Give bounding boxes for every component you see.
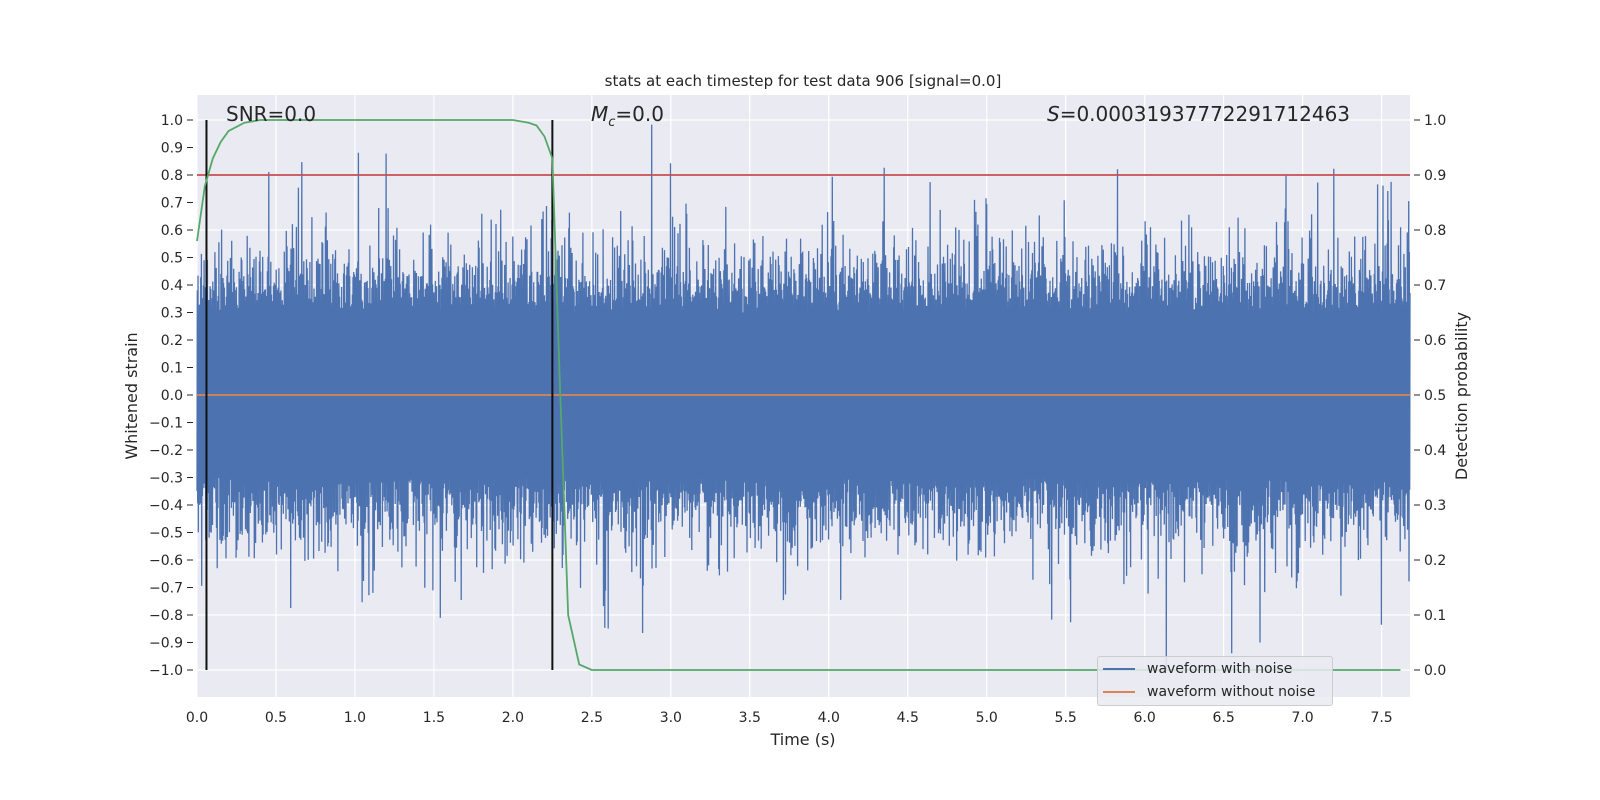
legend-label-noise: waveform with noise	[1147, 661, 1293, 677]
ticks: 0.0 0.5 1.0 1.5 2.0 2.5 3.0 3.5 4.0 4.5 5.0 5.5 6.0 6…	[149, 113, 1446, 726]
mc-annotation: Mc=0.0	[591, 102, 664, 130]
mc-subscript: c	[608, 115, 615, 130]
y-tick-label: −0.9	[149, 636, 183, 652]
chart-title: stats at each timestep for test data 906…	[605, 72, 1002, 90]
y-tick-label: 0.9	[161, 141, 183, 157]
x-tick-label: 5.5	[1055, 710, 1077, 726]
y-tick-label: −0.2	[149, 443, 183, 459]
y-tick-label: 0.3	[161, 306, 183, 322]
x-tick-label: 2.5	[581, 710, 603, 726]
y-tick-label: −0.8	[149, 608, 183, 624]
y-right-tick-label: 1.0	[1424, 113, 1446, 129]
y-tick-label: 0.1	[161, 361, 183, 377]
legend-item-noise: waveform with noise	[1098, 658, 1332, 680]
snr-annotation: SNR=0.0	[226, 102, 316, 126]
y-right-tick-label: 0.9	[1424, 168, 1446, 184]
y-tick-label: 0.6	[161, 223, 183, 239]
y-right-tick-label: 0.7	[1424, 278, 1446, 294]
y-tick-label: 0.4	[161, 278, 183, 294]
legend-label-clean: waveform without noise	[1147, 684, 1316, 700]
y-tick-label: 0.5	[161, 251, 183, 267]
x-tick-label: 1.0	[344, 710, 366, 726]
legend-swatch-noise	[1103, 668, 1135, 670]
y-right-tick-label: 0.8	[1424, 223, 1446, 239]
x-tick-label: 7.0	[1291, 710, 1313, 726]
y-tick-label: −0.6	[149, 553, 183, 569]
x-tick-label: 0.5	[265, 710, 287, 726]
y-axis-label: Whitened strain	[122, 332, 141, 459]
y-tick-label: −1.0	[149, 663, 183, 679]
y-tick-label: −0.5	[149, 526, 183, 542]
y-tick-label: 0.8	[161, 168, 183, 184]
x-tick-label: 6.0	[1134, 710, 1156, 726]
y-right-tick-label: 0.2	[1424, 553, 1446, 569]
x-tick-label: 1.5	[423, 710, 445, 726]
x-tick-label: 0.0	[186, 710, 208, 726]
y-right-tick-label: 0.4	[1424, 443, 1446, 459]
x-tick-label: 2.0	[502, 710, 524, 726]
y-tick-label: 0.2	[161, 333, 183, 349]
x-tick-label: 6.5	[1212, 710, 1234, 726]
y-tick-label: −0.4	[149, 498, 183, 514]
y-right-tick-label: 0.6	[1424, 333, 1446, 349]
s-symbol: S	[1047, 102, 1060, 126]
y-tick-label: −0.1	[149, 416, 183, 432]
y-right-tick-label: 0.1	[1424, 608, 1446, 624]
y-axis-right-label: Detection probability	[1452, 312, 1471, 480]
legend-item-clean: waveform without noise	[1098, 681, 1332, 703]
x-tick-label: 7.5	[1370, 710, 1392, 726]
y-right-tick-label: 0.3	[1424, 498, 1446, 514]
x-tick-label: 5.0	[976, 710, 998, 726]
y-right-tick-label: 0.5	[1424, 388, 1446, 404]
y-tick-label: −0.3	[149, 471, 183, 487]
s-annotation: S=0.00031937772291712463	[1047, 102, 1350, 126]
y-tick-label: 0.7	[161, 196, 183, 212]
x-tick-label: 4.0	[818, 710, 840, 726]
y-tick-label: 1.0	[161, 113, 183, 129]
x-tick-label: 3.0	[660, 710, 682, 726]
series-detection-probability	[196, 119, 1401, 671]
y-tick-label: 0.0	[161, 388, 183, 404]
marks	[196, 119, 1411, 671]
legend: waveform with noise waveform without noi…	[1097, 656, 1333, 706]
series-waveform-with-noise	[196, 124, 1411, 671]
mc-symbol: M	[591, 102, 608, 126]
x-tick-label: 3.5	[739, 710, 761, 726]
y-tick-label: −0.7	[149, 581, 183, 597]
x-tick-label: 4.5	[897, 710, 919, 726]
x-axis-label: Time (s)	[769, 730, 835, 749]
y-right-tick-label: 0.0	[1424, 663, 1446, 679]
mc-value: =0.0	[615, 102, 664, 126]
legend-swatch-clean	[1103, 691, 1135, 693]
s-value: =0.00031937772291712463	[1060, 102, 1350, 126]
